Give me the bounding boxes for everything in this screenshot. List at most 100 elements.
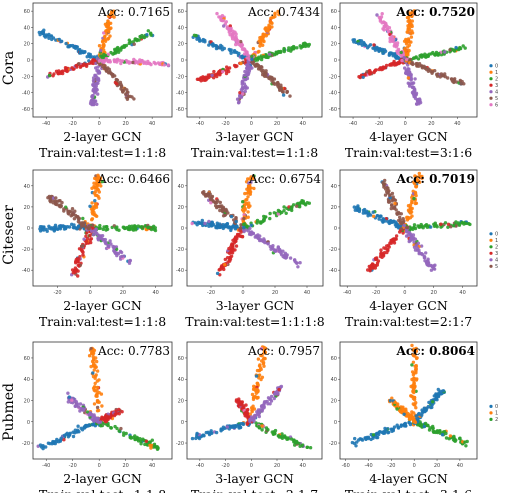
data-point xyxy=(260,65,264,69)
data-point xyxy=(204,430,208,435)
data-point xyxy=(414,349,419,353)
data-point xyxy=(91,351,96,355)
data-point xyxy=(416,224,420,228)
data-point xyxy=(58,199,62,203)
data-point xyxy=(112,15,116,19)
model-caption: 4-layer GCN xyxy=(369,298,448,313)
data-point xyxy=(266,29,270,33)
y-tick-label: 20 xyxy=(24,205,30,211)
data-point xyxy=(112,58,117,62)
y-tick-label: -20 xyxy=(329,247,337,253)
data-point xyxy=(406,76,411,80)
data-point xyxy=(242,52,247,56)
data-point xyxy=(277,387,281,392)
data-point xyxy=(260,70,265,74)
data-point xyxy=(384,63,389,68)
data-point xyxy=(238,425,243,430)
data-point xyxy=(268,19,272,24)
data-point xyxy=(363,73,367,77)
data-point xyxy=(267,52,272,56)
data-point xyxy=(152,60,156,65)
data-point xyxy=(132,57,136,62)
x-tick-label: 40 xyxy=(457,463,463,469)
data-point xyxy=(139,442,143,446)
data-point xyxy=(247,185,251,189)
y-tick-label: 40 xyxy=(24,377,30,383)
data-point xyxy=(357,75,361,79)
data-point xyxy=(262,364,266,368)
data-point xyxy=(377,217,381,221)
data-point xyxy=(207,431,211,435)
data-point xyxy=(70,398,74,402)
data-point xyxy=(259,367,263,372)
data-point xyxy=(73,45,77,49)
x-tick-label: -20 xyxy=(372,290,380,296)
data-point xyxy=(258,363,262,367)
data-point xyxy=(247,201,251,205)
data-point xyxy=(92,184,96,189)
data-point xyxy=(128,40,133,44)
data-point xyxy=(219,265,224,269)
data-point xyxy=(374,264,378,268)
data-point xyxy=(239,61,243,66)
legend-label: 1 xyxy=(495,238,498,244)
data-point xyxy=(190,436,195,441)
data-point xyxy=(105,414,110,418)
data-point xyxy=(255,221,259,225)
data-point xyxy=(244,198,248,202)
split-caption: Train:val:test=3:1:6 xyxy=(345,487,472,493)
data-point xyxy=(38,443,43,447)
data-point xyxy=(409,35,414,39)
data-point xyxy=(277,12,281,17)
data-point xyxy=(418,54,422,58)
data-point xyxy=(37,30,41,35)
y-tick-label: 40 xyxy=(178,25,184,31)
data-point xyxy=(299,46,303,50)
data-point xyxy=(276,434,280,438)
data-point xyxy=(70,213,75,217)
data-point xyxy=(234,424,238,429)
data-point xyxy=(242,225,246,230)
data-point xyxy=(256,357,261,361)
data-point xyxy=(74,258,79,262)
data-point xyxy=(240,79,244,84)
data-point xyxy=(133,437,137,441)
data-point xyxy=(195,431,199,436)
data-point xyxy=(249,223,253,227)
legend-label: 1 xyxy=(495,70,498,76)
data-point xyxy=(92,100,96,104)
data-point xyxy=(119,426,123,431)
data-point xyxy=(113,412,117,416)
data-point xyxy=(104,228,108,232)
data-point xyxy=(257,49,261,54)
data-point xyxy=(144,439,149,443)
data-point xyxy=(64,41,68,46)
data-point xyxy=(88,238,93,242)
data-point xyxy=(427,400,431,405)
data-point xyxy=(424,224,428,228)
scatter-panel-cora-0: -40 -20 0 20 40 60 40 20 0 -20 -40 -60 Acc: 0.7165 2-… xyxy=(22,2,173,160)
data-point xyxy=(411,360,416,364)
y-tick-label: 0 xyxy=(27,58,30,64)
data-point xyxy=(381,252,385,256)
data-point xyxy=(158,62,162,66)
scatter-panel-pubmed-0: -40 -20 0 20 40 60 40 20 0 -20 Acc: 0.7783 2-layer … xyxy=(22,341,173,493)
data-point xyxy=(96,92,100,96)
data-point xyxy=(90,61,94,65)
data-point xyxy=(113,47,117,52)
data-point xyxy=(215,271,220,276)
data-point xyxy=(281,249,285,253)
data-point xyxy=(413,237,418,241)
data-point xyxy=(454,224,458,228)
data-point xyxy=(261,357,266,361)
legend-marker xyxy=(489,90,493,94)
x-tick-label: -20 xyxy=(207,290,215,296)
data-point xyxy=(463,440,467,444)
data-point xyxy=(214,224,218,228)
data-point xyxy=(291,203,296,207)
data-point xyxy=(117,407,121,412)
data-point xyxy=(248,419,252,424)
data-point xyxy=(434,223,438,228)
data-point xyxy=(368,68,372,73)
data-point xyxy=(147,440,152,444)
